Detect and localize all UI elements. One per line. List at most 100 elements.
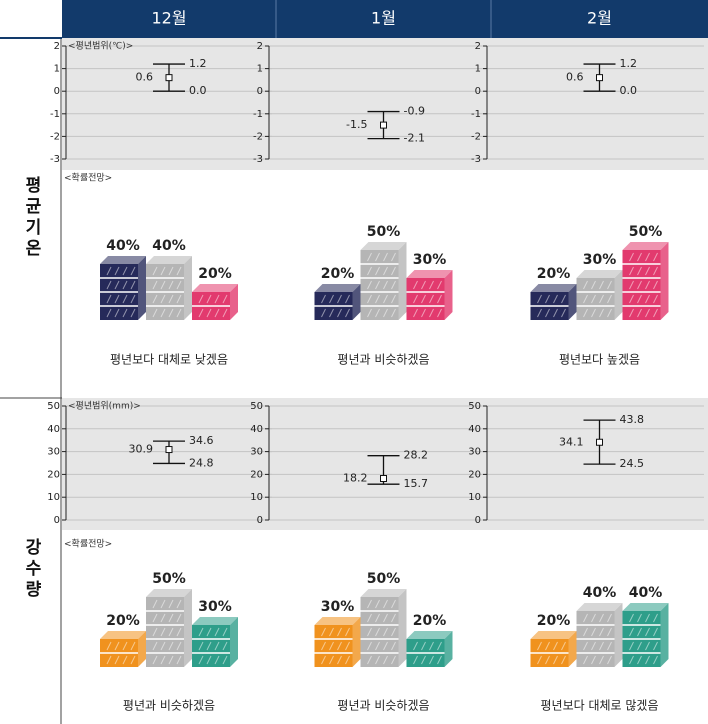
- block-stripe: [429, 294, 434, 304]
- block-stripe: [329, 308, 334, 318]
- percent-label: 50%: [152, 571, 186, 587]
- block-stripe: [583, 308, 588, 318]
- y-tick-label: 20: [468, 469, 481, 480]
- block-stripe: [607, 627, 612, 637]
- block-stripe: [367, 627, 372, 637]
- block-stripe: [345, 294, 350, 304]
- percent-label: 20%: [537, 613, 571, 629]
- block-stripe: [391, 252, 396, 262]
- block-stripe: [583, 641, 588, 651]
- block-stripe: [176, 641, 182, 651]
- percent-label: 20%: [198, 266, 232, 282]
- block-stripe: [130, 266, 136, 276]
- block-stripe: [391, 294, 396, 304]
- block-stripe: [337, 294, 342, 304]
- block-stripe: [367, 613, 372, 623]
- block-front: [192, 625, 230, 667]
- block-side: [138, 631, 146, 667]
- block-stripe: [222, 294, 228, 304]
- block-stripe: [421, 280, 426, 290]
- low-label: -2.1: [404, 132, 425, 145]
- block-stripe: [375, 613, 380, 623]
- block-stripe: [321, 627, 326, 637]
- block-stripe: [122, 655, 128, 665]
- block-stripe: [583, 627, 588, 637]
- block-stripe: [607, 280, 612, 290]
- block-stripe: [114, 655, 120, 665]
- high-label: -0.9: [404, 105, 425, 118]
- block-stripe: [391, 613, 396, 623]
- y-tick-label: 10: [468, 492, 481, 503]
- y-tick-label: 50: [250, 401, 263, 412]
- block-stripe: [168, 294, 174, 304]
- block-stripe: [383, 655, 388, 665]
- block-stripe: [329, 641, 334, 651]
- block-stack: [146, 256, 192, 320]
- block-side: [660, 242, 669, 320]
- block-stripe: [152, 308, 158, 318]
- block-stripe: [429, 308, 434, 318]
- block-stripe: [222, 308, 228, 318]
- block-front: [576, 278, 615, 320]
- block-stripe: [599, 308, 604, 318]
- y-tick-label: 0: [475, 515, 481, 526]
- mean-label: -1.5: [346, 118, 367, 131]
- block-stack: [406, 631, 453, 667]
- block-side: [138, 256, 146, 320]
- block-top: [146, 256, 192, 264]
- block-stripe: [413, 308, 418, 318]
- block-top: [576, 270, 623, 278]
- block-stripe: [391, 599, 396, 609]
- block-stripe: [130, 641, 136, 651]
- block-stripe: [214, 641, 220, 651]
- block-stripe: [345, 655, 350, 665]
- block-stripe: [383, 266, 388, 276]
- block-top: [622, 242, 669, 250]
- high-label: 1.2: [189, 57, 207, 70]
- outlook-caption: 평년과 비슷하겠음: [337, 699, 429, 713]
- block-stripe: [114, 641, 120, 651]
- block-stripe: [599, 294, 604, 304]
- mean-label: 18.2: [343, 472, 368, 485]
- percent-label: 30%: [583, 252, 617, 268]
- block-stripe: [653, 266, 658, 276]
- block-stripe: [176, 280, 182, 290]
- block-stripe: [367, 655, 372, 665]
- high-label: 1.2: [620, 57, 638, 70]
- block-stripe: [537, 641, 542, 651]
- block-stripe: [599, 280, 604, 290]
- block-stripe: [329, 294, 334, 304]
- block-stripe: [629, 252, 634, 262]
- block-stripe: [176, 294, 182, 304]
- block-stripe: [645, 308, 650, 318]
- block-stripe: [591, 294, 596, 304]
- block-stripe: [160, 599, 166, 609]
- block-stripe: [429, 655, 434, 665]
- low-label: 0.0: [620, 84, 638, 97]
- y-tick-label: 2: [54, 41, 60, 52]
- block-stripe: [653, 252, 658, 262]
- block-stripe: [437, 308, 442, 318]
- block-stripe: [637, 280, 642, 290]
- block-stripe: [198, 627, 204, 637]
- percent-label: 20%: [413, 613, 447, 629]
- block-stripe: [106, 266, 112, 276]
- block-side: [444, 270, 453, 320]
- block-stripe: [653, 627, 658, 637]
- block-stripe: [607, 641, 612, 651]
- percent-label: 20%: [321, 266, 355, 282]
- percent-label: 40%: [106, 238, 140, 254]
- mean-marker: [165, 446, 173, 454]
- block-stripe: [545, 294, 550, 304]
- block-stripe: [629, 627, 634, 637]
- percent-label: 30%: [321, 599, 355, 615]
- block-stripe: [645, 252, 650, 262]
- block-top: [406, 631, 453, 639]
- block-stripe: [645, 655, 650, 665]
- mean-marker: [596, 438, 603, 446]
- block-stack: [314, 617, 361, 667]
- block-stripe: [337, 641, 342, 651]
- block-side: [398, 242, 407, 320]
- block-stripe: [545, 655, 550, 665]
- block-stripe: [367, 266, 372, 276]
